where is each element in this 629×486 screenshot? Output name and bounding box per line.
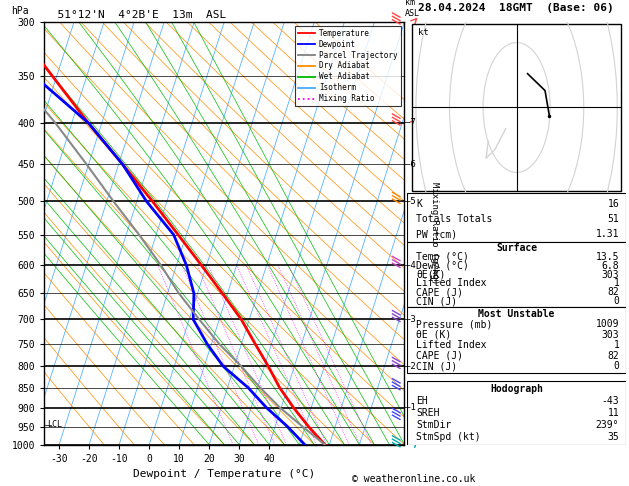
Text: CIN (J): CIN (J) <box>416 361 457 371</box>
Text: 1009: 1009 <box>596 319 620 330</box>
Text: 16: 16 <box>345 447 353 453</box>
Text: 51°12'N  4°2B'E  13m  ASL: 51°12'N 4°2B'E 13m ASL <box>44 10 226 20</box>
X-axis label: Dewpoint / Temperature (°C): Dewpoint / Temperature (°C) <box>133 469 315 479</box>
Text: –4: –4 <box>405 261 416 270</box>
Text: –1: –1 <box>405 403 416 412</box>
Text: © weatheronline.co.uk: © weatheronline.co.uk <box>352 473 476 484</box>
Text: StmSpd (kt): StmSpd (kt) <box>416 432 481 442</box>
Text: -43: -43 <box>602 396 620 406</box>
Text: SREH: SREH <box>416 408 440 418</box>
Text: 16: 16 <box>608 199 620 209</box>
Text: 1: 1 <box>613 278 620 289</box>
Bar <box>408 307 626 373</box>
Text: Mixing Ratio (g/kg): Mixing Ratio (g/kg) <box>430 182 439 284</box>
Text: Pressure (mb): Pressure (mb) <box>416 319 493 330</box>
Text: 1.31: 1.31 <box>596 229 620 239</box>
Text: Lifted Index: Lifted Index <box>416 340 487 350</box>
Text: 82: 82 <box>608 350 620 361</box>
Text: hPa: hPa <box>11 5 29 16</box>
Legend: Temperature, Dewpoint, Parcel Trajectory, Dry Adiabat, Wet Adiabat, Isotherm, Mi: Temperature, Dewpoint, Parcel Trajectory… <box>296 26 401 106</box>
Text: CAPE (J): CAPE (J) <box>416 350 463 361</box>
Text: 303: 303 <box>602 270 620 279</box>
Text: 10: 10 <box>322 447 331 453</box>
Text: θE(K): θE(K) <box>416 270 445 279</box>
Text: 2: 2 <box>257 447 261 453</box>
Text: 35: 35 <box>608 432 620 442</box>
Text: LCL: LCL <box>47 420 62 429</box>
Text: Most Unstable: Most Unstable <box>479 309 555 319</box>
Text: 28.04.2024  18GMT  (Base: 06): 28.04.2024 18GMT (Base: 06) <box>418 3 614 14</box>
Text: Dewp (°C): Dewp (°C) <box>416 260 469 271</box>
Bar <box>412 24 621 191</box>
Text: –6: –6 <box>405 160 416 169</box>
Bar <box>408 193 626 242</box>
Text: 13.5: 13.5 <box>596 252 620 261</box>
Text: 0: 0 <box>613 361 620 371</box>
Text: 3: 3 <box>272 447 277 453</box>
Text: 239°: 239° <box>596 420 620 430</box>
Text: 1: 1 <box>231 447 235 453</box>
Text: 82: 82 <box>608 287 620 297</box>
Text: 4: 4 <box>284 447 289 453</box>
Text: km
ASL: km ASL <box>405 0 420 17</box>
Text: Totals Totals: Totals Totals <box>416 214 493 224</box>
Text: Lifted Index: Lifted Index <box>416 278 487 289</box>
Text: kt: kt <box>418 28 429 37</box>
Text: Surface: Surface <box>496 243 537 253</box>
Text: 6.8: 6.8 <box>602 260 620 271</box>
Text: PW (cm): PW (cm) <box>416 229 457 239</box>
Text: CAPE (J): CAPE (J) <box>416 287 463 297</box>
Text: StmDir: StmDir <box>416 420 452 430</box>
Text: 1: 1 <box>613 340 620 350</box>
Text: –5: –5 <box>405 197 416 206</box>
Text: θE (K): θE (K) <box>416 330 452 340</box>
Bar <box>408 242 626 307</box>
Text: CIN (J): CIN (J) <box>416 296 457 307</box>
Text: 0: 0 <box>613 296 620 307</box>
Text: Temp (°C): Temp (°C) <box>416 252 469 261</box>
Text: 303: 303 <box>602 330 620 340</box>
Text: 25: 25 <box>367 447 376 453</box>
Text: –7: –7 <box>405 119 416 127</box>
Text: EH: EH <box>416 396 428 406</box>
Text: 51: 51 <box>608 214 620 224</box>
Bar <box>408 382 626 445</box>
Text: –3: –3 <box>405 315 416 324</box>
Text: Hodograph: Hodograph <box>490 384 543 394</box>
Text: –2: –2 <box>405 362 416 371</box>
Text: 8: 8 <box>314 447 319 453</box>
Text: K: K <box>416 199 422 209</box>
Text: 11: 11 <box>608 408 620 418</box>
Text: 20: 20 <box>356 447 365 453</box>
